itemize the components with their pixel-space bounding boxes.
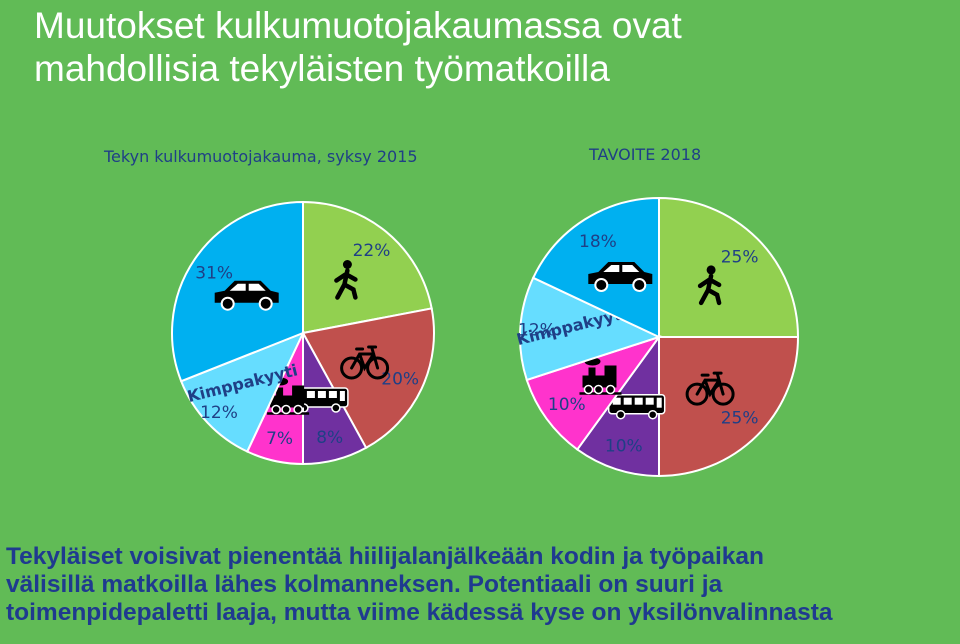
pie1-label-walk: 22%: [353, 241, 391, 261]
title-line-1: Muutokset kulkumuotojakaumassa ovat: [34, 5, 682, 46]
car-icon: [588, 262, 653, 292]
chart-2-title: TAVOITE 2018: [589, 145, 702, 164]
pie1-label-carpool: 12%: [200, 403, 238, 423]
pie2-label-car: 18%: [579, 232, 617, 252]
bicycle-icon: [340, 345, 390, 380]
pie1-label-bike: 20%: [381, 370, 419, 390]
pie1-label-car: 31%: [195, 264, 233, 284]
pie1-slice-bike: [301, 307, 435, 450]
pie2-slice-car: [531, 196, 660, 339]
body-line-1: Tekyläiset voisivat pienentää hiilijalan…: [6, 543, 764, 570]
train-icon: [579, 357, 622, 395]
pie2-label-bus: 10%: [605, 436, 643, 456]
body-text: Tekyläiset voisivat pienentää hiilijalan…: [6, 543, 960, 627]
car-icon: [214, 280, 279, 311]
pie2-label-walk: 25%: [721, 247, 759, 267]
pie2-slice-carpool: [519, 276, 662, 382]
chart-1-title: Tekyn kulkumuotojakauma, syksy 2015: [104, 147, 418, 166]
bus-icon: [607, 393, 666, 420]
title-line-2: mahdollisia tekyläisten työmatkoilla: [34, 48, 610, 89]
pie1-label-bus: 8%: [316, 428, 343, 448]
pie2-label-carpool: 12%: [518, 320, 556, 340]
bicycle-icon: [685, 371, 735, 406]
pie1-label-train: 7%: [266, 429, 293, 449]
walking-person-icon: [334, 260, 358, 300]
pie1-slice-walk: [302, 200, 433, 335]
pie2-label-bike: 25%: [721, 409, 759, 429]
pie2-label-train: 10%: [548, 395, 586, 415]
body-line-3: toimenpidepaletti laaja, mutta viime käd…: [6, 599, 833, 626]
pie2-slice-walk: [658, 196, 800, 338]
body-line-2: välisillä matkoilla lähes kolmanneksen. …: [6, 571, 723, 598]
slide-title: Muutokset kulkumuotojakaumassa ovat mahd…: [34, 4, 934, 90]
pie2-slice-bike: [658, 336, 800, 478]
walking-person-icon: [697, 265, 722, 306]
pie1-slice-carpool: [179, 331, 305, 453]
